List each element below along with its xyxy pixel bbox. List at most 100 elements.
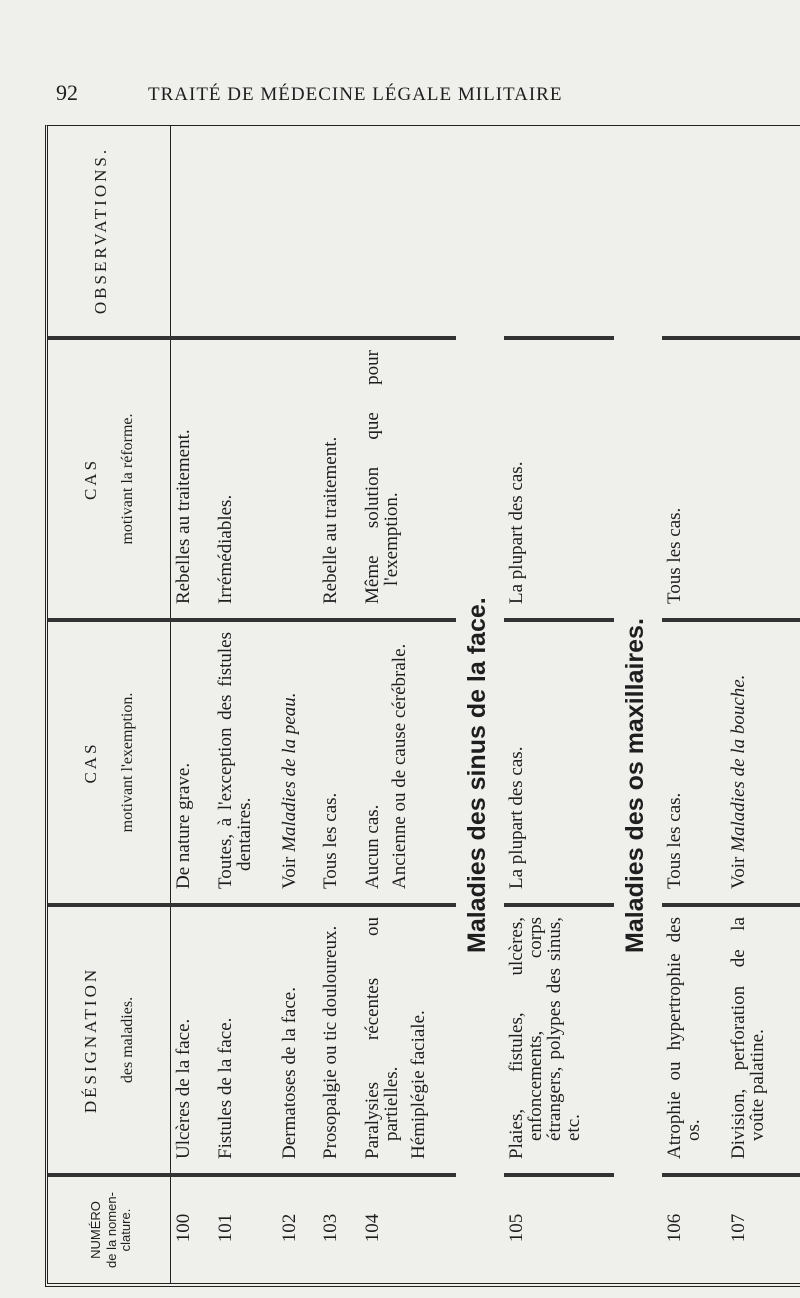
table-cell: Plaies, fistules, ulcères, enfoncements,… — [504, 905, 614, 1175]
cross-reference: Maladies de la peau. — [278, 692, 300, 852]
row-number: 101 — [214, 1213, 236, 1243]
cell-text: Dermatoses de la face. — [278, 987, 300, 1159]
cell-text: Tous les cas. — [664, 507, 686, 604]
page-number: 92 — [56, 80, 78, 105]
table-row: Maladies des os maxillaires. — [614, 125, 663, 1283]
cell-text: Tous les cas. — [320, 792, 342, 889]
cell-text: Aucun cas. — [361, 804, 383, 889]
cell-text: Fistules de la face. — [214, 1017, 236, 1159]
table-cell — [212, 125, 277, 338]
table-cell: Prosopalgie ou tic douloureux. — [318, 905, 360, 1175]
table-cell — [726, 125, 791, 338]
column-title: DÉSIGNATION — [81, 966, 100, 1114]
cell-text: Rebelles au traitement. — [173, 429, 194, 604]
column-header: OBSERVATIONS. — [48, 125, 171, 338]
table-cell — [726, 338, 791, 620]
table-cell: Rebelles au traitement. — [170, 338, 213, 620]
table-row: 104 Paralysies récentes ou partielles. Hém… — [359, 125, 456, 1283]
cell-text: Tous les cas. — [664, 792, 686, 889]
table-cell: Même solution que pour l'exemption. — [359, 338, 456, 620]
table-cell — [790, 620, 800, 905]
section-heading: Maladies des sinus de la face. — [462, 597, 491, 953]
cell-text: Rebelle au traitement. — [320, 436, 342, 604]
table-row: 100 Ulcères de la face. De nature grave. Re… — [170, 125, 213, 1283]
column-header: CAS motivant la réforme. — [48, 338, 171, 620]
table-cell: De nature grave. — [170, 620, 213, 905]
table-row: 102 Dermatoses de la face. Voir Maladies d… — [276, 125, 319, 1283]
column-subtitle: de la nomen-clature. — [103, 1192, 133, 1268]
column-title: CAS — [81, 741, 100, 784]
cell-text: Voir Maladies de la peau. — [278, 632, 300, 890]
column-subtitle: des maladies. — [119, 996, 136, 1084]
column-header: CAS motivant l'exemption. — [48, 620, 171, 905]
cell-text: Ancienne ou de cause cérébrale. — [388, 643, 410, 889]
table-cell: Toutes, à l'exception des fistules denta… — [212, 620, 277, 905]
table-cell — [276, 338, 319, 620]
row-number: 105 — [506, 1213, 528, 1243]
column-title: OBSERVATIONS. — [90, 146, 110, 315]
row-number: 103 — [320, 1213, 342, 1243]
row-number: 102 — [278, 1213, 300, 1243]
cell-text: Même solution que pour l'exemption. — [361, 350, 402, 604]
table-cell — [790, 338, 800, 620]
running-title: TRAITÉ DE MÉDECINE LÉGALE MILITAIRE — [148, 84, 563, 105]
table-cell: Aucun cas. Ancienne ou de cause cérébrale… — [359, 620, 456, 905]
table-row: 103 Prosopalgie ou tic douloureux. Tous le… — [318, 125, 360, 1283]
table-cell: Atrophie ou hypertrophie des os. — [662, 905, 727, 1175]
table: NUMÉRO de la nomen-clature. DÉSIGNATION des… — [48, 125, 800, 1283]
table-frame: NUMÉRO de la nomen-clature. DÉSIGNATION des… — [45, 125, 800, 1287]
table-row: 106 Atrophie ou hypertrophie des os. Tous … — [662, 125, 727, 1283]
cell-text: Division, perforation de la voûte palati… — [728, 917, 769, 1159]
table-row: 105 Plaies, fistules, ulcères, enfoncemen… — [504, 125, 614, 1283]
table-cell: Rebelle au traitement. — [318, 338, 360, 620]
table-row: Maladies des sinus de la face. — [456, 125, 505, 1283]
cell-text: Voir Maladies de la bouche. — [728, 632, 750, 889]
table-cell: Paralysies récentes ou partielles. Hémipl… — [359, 905, 456, 1175]
table-row — [790, 125, 800, 1283]
column-header: DÉSIGNATION des maladies. — [48, 905, 171, 1175]
row-number: 107 — [728, 1213, 750, 1243]
table-cell: Voir Maladies de la peau. — [276, 620, 319, 905]
column-subtitle: motivant la réforme. — [119, 413, 136, 545]
table-cell: Irrémédiables. — [212, 338, 277, 620]
table-cell: Dermatoses de la face. — [276, 905, 319, 1175]
row-number: 106 — [664, 1213, 686, 1243]
row-number: 104 — [361, 1213, 383, 1243]
cell-text: Irrémédiables. — [214, 494, 236, 604]
cell-text: Paralysies récentes ou partielles. — [361, 917, 402, 1159]
cell-text: De nature grave. — [173, 762, 194, 889]
table-cell: La plupart des cas. — [504, 620, 614, 905]
row-number: 100 — [173, 1213, 194, 1243]
cell-text: Prosopalgie ou tic douloureux. — [320, 925, 342, 1159]
table-cell — [276, 125, 319, 338]
table-cell: Tous les cas. — [662, 338, 727, 620]
cell-text: Hémiplégie faciale. — [407, 1010, 429, 1159]
cell-text: Toutes, à l'exception des fistules denta… — [214, 632, 255, 889]
cell-text: Ulcères de la face. — [173, 1018, 194, 1159]
table-cell: Voir Maladies de la bouche. — [726, 620, 791, 905]
table-row: 101 Fistules de la face. Toutes, à l'excep… — [212, 125, 277, 1283]
cell-text: La plupart des cas. — [506, 461, 528, 604]
cell-text: Plaies, fistules, ulcères, enfoncements,… — [506, 917, 585, 1159]
cell-text: Atrophie ou hypertrophie des os. — [664, 917, 705, 1159]
cross-reference: Maladies de la bouche. — [728, 674, 750, 852]
column-title: NUMÉRO — [87, 1201, 103, 1259]
column-title: CAS — [81, 457, 100, 501]
cell-text: La plupart des cas. — [506, 746, 528, 889]
cell-text: Voir — [728, 856, 750, 889]
table-cell: Division, perforation de la voûte palati… — [726, 905, 791, 1175]
table-cell — [318, 125, 360, 338]
section-heading: Maladies des os maxillaires. — [620, 618, 649, 953]
table-cell: Tous les cas. — [662, 620, 727, 905]
table-cell: Fistules de la face. — [212, 905, 277, 1175]
table-cell: Tous les cas. — [318, 620, 360, 905]
table-cell — [359, 125, 456, 338]
table-cell — [790, 1175, 800, 1283]
table-cell — [790, 125, 800, 338]
column-subtitle: motivant l'exemption. — [119, 692, 136, 833]
column-header: NUMÉRO de la nomen-clature. — [48, 1175, 171, 1283]
table-row: 107 Division, perforation de la voûte pal… — [726, 125, 791, 1283]
table-cell: Ulcères de la face. — [170, 905, 213, 1175]
table-cell — [662, 125, 727, 338]
